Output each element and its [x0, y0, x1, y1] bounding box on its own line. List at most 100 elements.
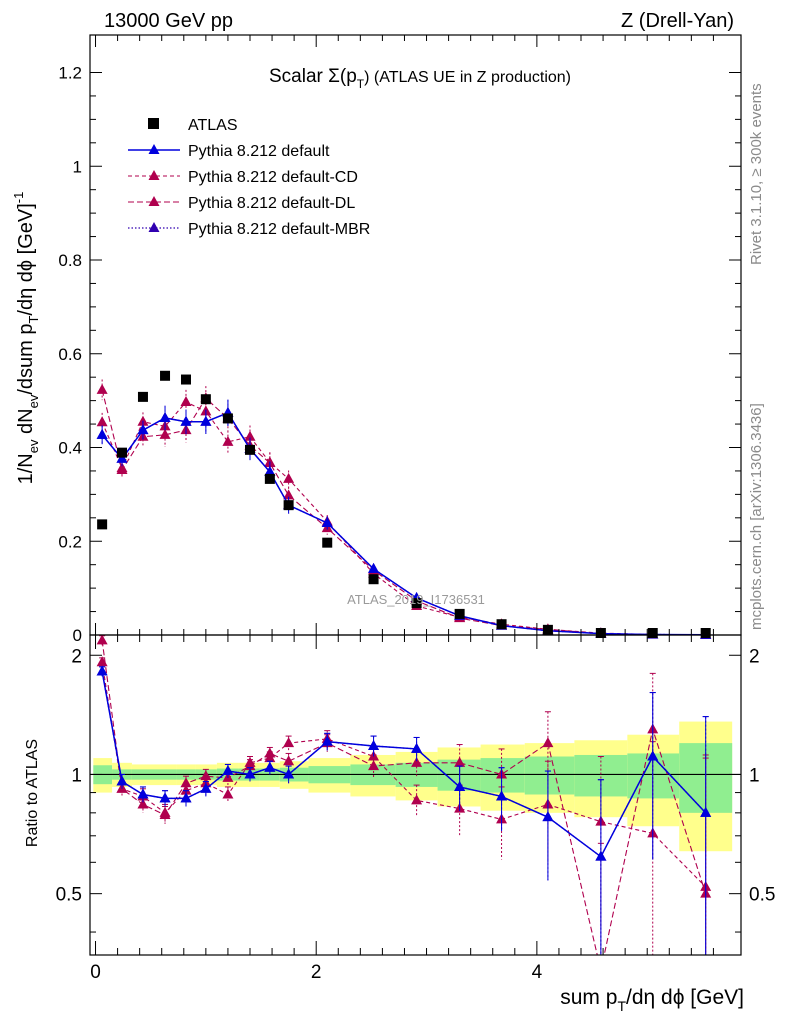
main-point-cd: [96, 416, 108, 427]
legend-label-mbr: Pythia 8.212 default-MBR: [188, 221, 370, 238]
ratio-point-cd: [244, 756, 256, 767]
main-point-atlas: [116, 447, 127, 458]
main-point-atlas: [180, 374, 191, 385]
main-point-default: [200, 415, 212, 426]
ratio-point-dl: [180, 777, 192, 788]
legend-entry-dl: Pythia 8.212 default-DL: [128, 195, 355, 212]
ratio-y-tick-label: 2: [71, 646, 82, 667]
legend-marker-mbr: [148, 222, 160, 232]
ratio-point-cd: [283, 737, 295, 748]
ratio-y-axis-label: Ratio to ATLAS: [24, 739, 41, 847]
main-panel: ATLAS_2019_I1736531 Scalar Σ(pT) (ATLAS …: [11, 34, 742, 645]
main-point-atlas: [368, 574, 379, 585]
ratio-point-default: [96, 665, 108, 676]
main-point-atlas: [595, 628, 606, 638]
main-point-default: [264, 465, 276, 476]
ratio-point-default: [700, 806, 712, 817]
ratio-point-cd: [264, 752, 276, 763]
x-tick-label: 2: [311, 962, 322, 983]
x-axis-label: sum pT/dη dϕ [GeV]: [560, 986, 744, 1014]
ratio-point-default: [454, 780, 466, 791]
main-point-dl: [159, 428, 171, 439]
ratio-point-dl: [542, 737, 554, 748]
ratio-point-default: [321, 735, 333, 746]
ratio-point-dl: [137, 798, 149, 809]
main-point-atlas: [454, 608, 465, 619]
x-tick-label: 0: [90, 962, 101, 983]
main-point-atlas: [264, 473, 275, 484]
main-point-default: [180, 415, 192, 426]
main-point-atlas: [222, 413, 233, 424]
ratio-frame: [89, 634, 742, 956]
main-point-atlas: [647, 628, 658, 638]
ratio-point-dl: [96, 634, 108, 645]
ratio-point-default: [496, 790, 508, 801]
ratio-point-dl: [368, 760, 380, 771]
ratio-point-dl: [200, 770, 212, 781]
legend-entry-cd: Pythia 8.212 default-CD: [128, 169, 358, 186]
legend: ATLAS Pythia 8.212 default Pythia 8.212 de…: [128, 117, 370, 238]
main-point-cd: [180, 396, 192, 407]
ratio-point-cd: [96, 656, 108, 667]
ratio-point-dl: [411, 756, 423, 767]
main-point-atlas: [411, 598, 422, 609]
ratio-y-tick-label: 0.5: [56, 885, 82, 906]
ratio-point-default: [180, 792, 192, 803]
legend-marker-cd: [148, 170, 160, 180]
main-point-atlas: [542, 624, 553, 635]
legend-entry-atlas: ATLAS: [148, 117, 238, 134]
main-y-tick-label: 0: [73, 626, 82, 645]
legend-label-dl: Pythia 8.212 default-DL: [188, 195, 355, 212]
main-y-axis-label: 1/Nev dNev/dsum pT/dη dϕ [GeV]-1: [11, 192, 41, 485]
header-beam-label: 13000 GeV pp: [104, 10, 233, 32]
header-process-label: Z (Drell-Yan): [621, 10, 734, 32]
main-point-atlas: [322, 537, 333, 548]
analysis-watermark: ATLAS_2019_I1736531: [347, 592, 485, 607]
main-series-atlas: [97, 370, 711, 638]
main-point-atlas: [496, 619, 507, 630]
legend-entry-default: Pythia 8.212 default: [128, 143, 330, 160]
x-tick-label: 4: [532, 962, 543, 983]
legend-entry-mbr: Pythia 8.212 default-MBR: [128, 221, 370, 238]
ratio-point-default: [137, 788, 149, 799]
ratio-point-cd: [159, 806, 171, 817]
main-point-atlas: [160, 370, 171, 381]
main-point-default: [137, 424, 149, 435]
main-y-tick-label: 0.8: [58, 251, 82, 270]
main-point-cd: [264, 456, 276, 467]
main-point-cd: [137, 415, 149, 426]
main-point-default: [368, 562, 380, 573]
ratio-y-tick-label-right: 1: [749, 765, 760, 786]
main-y-tick-label: 0.6: [58, 345, 82, 364]
ratio-point-default: [283, 768, 295, 779]
main-point-default: [116, 452, 128, 463]
ratio-point-cd: [180, 784, 192, 795]
main-point-default: [159, 411, 171, 422]
main-point-atlas: [137, 391, 148, 402]
ratio-point-default: [244, 768, 256, 779]
mcplots-label: mcplots.cern.ch [arXiv:1306.3436]: [748, 403, 765, 630]
ratio-point-default: [411, 742, 423, 753]
ratio-point-cd: [222, 788, 234, 799]
ratio-series-default: [96, 665, 712, 955]
main-y-tick-label: 1.2: [58, 64, 82, 83]
main-point-atlas: [244, 444, 255, 455]
ratio-point-cd: [411, 794, 423, 805]
legend-marker-atlas: [148, 118, 159, 129]
main-point-cd: [244, 430, 256, 441]
main-point-dl: [283, 489, 295, 500]
legend-marker-default: [148, 144, 160, 154]
main-point-atlas: [700, 628, 711, 638]
ratio-y-tick-label-right: 0.5: [749, 885, 775, 906]
legend-label-default: Pythia 8.212 default: [188, 143, 330, 160]
ratio-point-default: [595, 850, 607, 861]
legend-label-atlas: ATLAS: [188, 117, 238, 134]
ratio-point-dl: [283, 755, 295, 766]
rivet-version-label: Rivet 3.1.10, ≥ 300k events: [748, 83, 765, 265]
ratio-point-default: [647, 750, 659, 761]
main-point-cd: [116, 462, 128, 473]
ratio-y-tick-label-right: 2: [749, 646, 760, 667]
legend-marker-dl: [148, 196, 160, 206]
ratio-point-default: [222, 765, 234, 776]
main-point-atlas: [97, 519, 108, 530]
